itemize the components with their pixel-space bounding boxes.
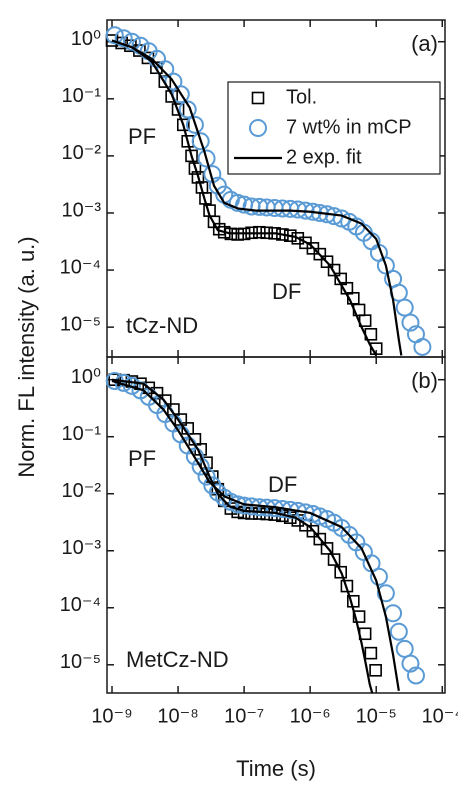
y-tick-label: 10⁻¹	[62, 85, 102, 107]
fit-line	[111, 378, 374, 694]
data-point	[320, 542, 334, 555]
data-point	[389, 622, 408, 641]
data-point	[401, 313, 420, 332]
y-tick-label: 10⁰	[71, 366, 101, 388]
x-tick-label: 10⁻⁹	[91, 705, 132, 727]
y-tick-label: 10⁻⁵	[60, 313, 101, 335]
panel-label: (b)	[411, 368, 438, 393]
y-tick-label: 10⁻²	[62, 142, 102, 164]
data-point	[369, 567, 388, 586]
data-point	[352, 610, 366, 623]
fit-line	[111, 379, 400, 691]
data-point	[320, 255, 334, 269]
y-tick-label: 10⁻³	[62, 537, 102, 559]
legend-label: Tol.	[286, 86, 317, 108]
data-point	[176, 118, 190, 132]
fit-line	[111, 39, 403, 356]
fit-line	[111, 39, 378, 356]
y-tick-label: 10⁻⁴	[60, 594, 101, 616]
data-point	[395, 298, 414, 317]
data-point	[197, 149, 216, 168]
data-point	[231, 228, 245, 241]
data-point	[165, 90, 178, 103]
data-point	[185, 115, 204, 134]
data-point	[185, 149, 198, 163]
data-point	[313, 532, 327, 546]
data-point	[306, 524, 320, 538]
data-point	[105, 26, 124, 45]
legend-marker	[251, 91, 265, 105]
data-point	[122, 32, 141, 51]
y-tick-label: 10⁻²	[62, 480, 102, 502]
data-point	[122, 376, 141, 395]
data-point	[369, 664, 382, 677]
data-point	[364, 646, 378, 660]
y-tick-label: 10⁻³	[62, 199, 102, 221]
data-point	[406, 666, 425, 685]
sample-name: MetCz-ND	[126, 647, 229, 672]
plot-frame	[106, 356, 446, 694]
y-tick-label: 10⁻¹	[62, 423, 102, 445]
data-point	[191, 132, 210, 151]
data-point	[334, 565, 348, 579]
y-axis-label: Norm. FL intensity (a. u.)	[14, 236, 39, 477]
data-point	[208, 483, 227, 502]
y-tick-label: 10⁻⁵	[60, 651, 101, 673]
data-point	[105, 34, 119, 47]
data-point	[395, 639, 414, 658]
data-point	[253, 225, 266, 239]
legend-label: 7 wt% in mCP	[286, 116, 412, 138]
data-point	[178, 100, 197, 119]
legend-label: 2 exp. fit	[286, 146, 362, 168]
panel-label: (a)	[411, 31, 438, 56]
annotation: DF	[268, 472, 297, 497]
x-tick-label: 10⁻⁶	[290, 705, 331, 727]
data-point	[158, 75, 172, 88]
annotation: PF	[128, 446, 156, 471]
data-point	[401, 654, 420, 673]
legend-marker	[249, 119, 267, 137]
x-axis-label: Time (s)	[236, 756, 316, 781]
data-point	[327, 263, 341, 277]
data-point	[171, 103, 185, 116]
x-tick-label: 10⁻⁸	[157, 705, 198, 727]
annotation: DF	[272, 279, 301, 304]
y-tick-label: 10⁻⁴	[60, 256, 101, 278]
data-point	[185, 447, 204, 466]
data-point	[327, 553, 341, 566]
data-point	[376, 584, 395, 603]
data-point	[191, 171, 205, 184]
data-point	[114, 29, 133, 48]
annotation: PF	[128, 124, 156, 149]
x-tick-label: 10⁻⁴	[422, 705, 458, 727]
y-tick-label: 10⁰	[71, 28, 101, 50]
x-tick-label: 10⁻⁵	[356, 705, 397, 727]
data-point	[291, 232, 305, 245]
data-point	[313, 247, 327, 261]
data-point	[384, 604, 403, 623]
data-point	[413, 337, 432, 356]
sample-name: tCz-ND	[126, 313, 198, 338]
data-point	[217, 225, 231, 239]
x-tick-label: 10⁻⁷	[224, 705, 264, 727]
